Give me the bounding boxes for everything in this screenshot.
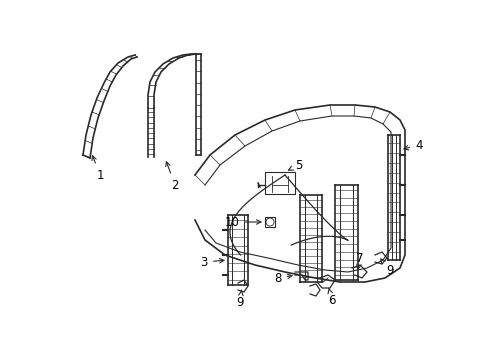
- Text: 9: 9: [380, 259, 393, 276]
- Text: 6: 6: [327, 288, 335, 306]
- Text: 2: 2: [165, 162, 179, 192]
- Text: 4: 4: [403, 139, 422, 152]
- Text: 9: 9: [236, 290, 243, 309]
- Bar: [264, 172, 294, 194]
- Bar: [264, 217, 274, 227]
- Text: 5: 5: [288, 158, 302, 171]
- Text: 1: 1: [92, 156, 103, 181]
- Text: 7: 7: [356, 252, 363, 269]
- Text: 3: 3: [200, 256, 224, 269]
- Text: 10: 10: [224, 216, 261, 229]
- Text: 8: 8: [274, 271, 291, 284]
